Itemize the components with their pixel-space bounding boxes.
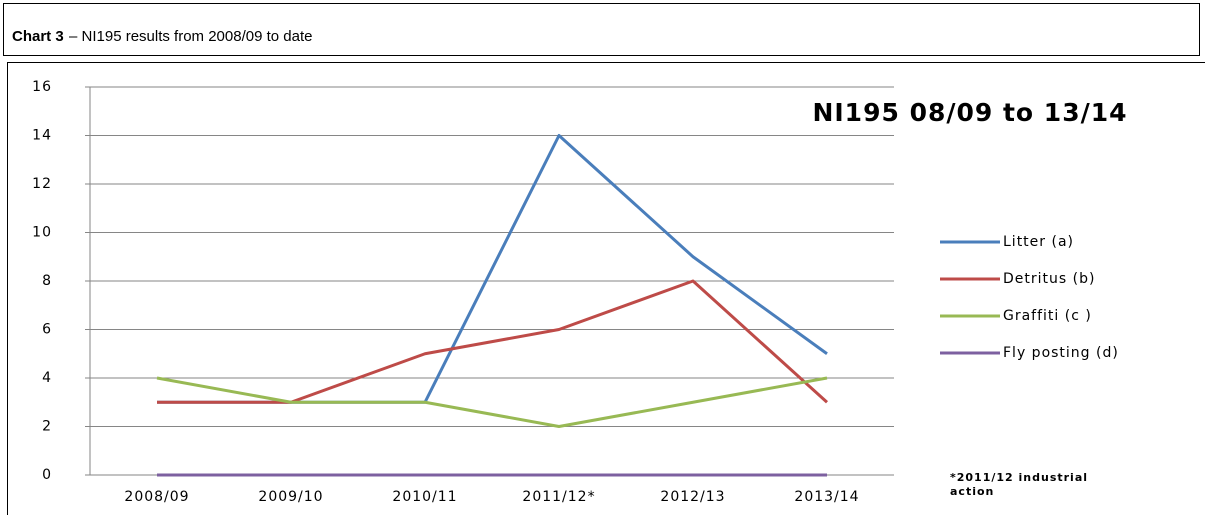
- x-tick-label: 2012/13: [660, 489, 725, 505]
- x-tick-label: 2009/10: [258, 489, 323, 505]
- header: Chart 3 – NI195 results from 2008/09 to …: [3, 3, 1200, 56]
- y-tick-label: 16: [32, 79, 52, 95]
- legend-label: Detritus (b): [1003, 271, 1095, 287]
- y-tick-label: 8: [42, 273, 52, 289]
- annotation: action: [950, 485, 994, 498]
- y-tick-label: 10: [32, 225, 52, 241]
- x-tick-label: 2008/09: [124, 489, 189, 505]
- series-line: [157, 134, 828, 404]
- y-tick-label: 2: [42, 419, 52, 435]
- legend-label: Litter (a): [1003, 234, 1074, 250]
- y-tick-label: 12: [32, 176, 52, 192]
- series-line: [156, 376, 828, 428]
- y-tick-label: 4: [42, 370, 52, 386]
- y-tick-label: 6: [42, 322, 52, 338]
- x-tick-label: 2013/14: [794, 489, 859, 505]
- x-tick-label: 2011/12*: [522, 489, 595, 505]
- annotation: *2011/12 industrial: [950, 471, 1088, 484]
- y-tick-label: 14: [32, 128, 52, 144]
- chart-title: NI195 08/09 to 13/14: [812, 98, 1127, 127]
- legend-label: Graffiti (c ): [1003, 308, 1092, 324]
- chart-frame: [7, 62, 1205, 515]
- y-tick-label: 0: [42, 467, 52, 483]
- x-tick-label: 2010/11: [392, 489, 457, 505]
- header-label: Chart 3: [12, 28, 64, 45]
- legend-label: Fly posting (d): [1003, 345, 1119, 361]
- series-line: [157, 279, 829, 404]
- header-text: – NI195 results from 2008/09 to date: [69, 28, 313, 45]
